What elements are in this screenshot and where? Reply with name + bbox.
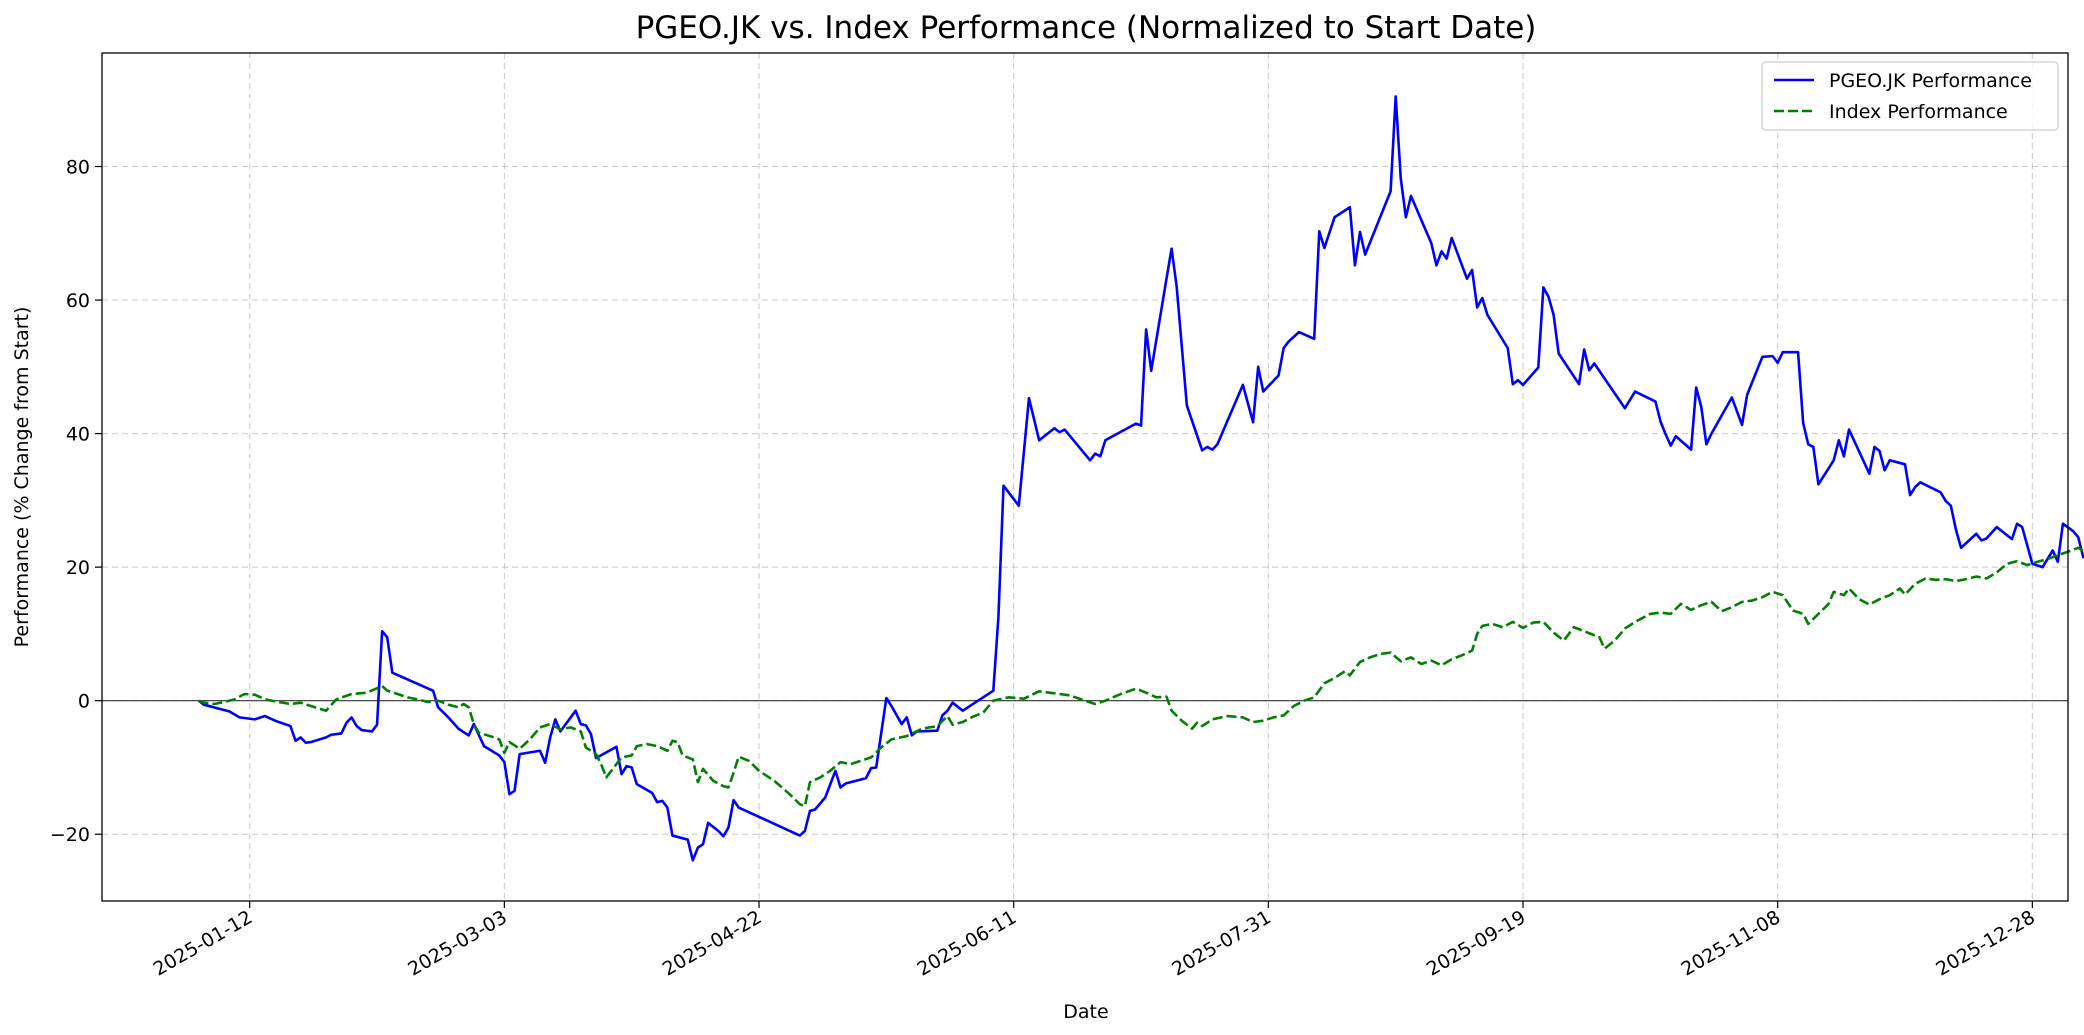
y-tick-label: 0 [78,691,90,713]
legend-label-index: Index Performance [1829,101,2008,123]
y-axis-label: Performance (% Change from Start) [11,307,33,648]
plot-area-frame [101,52,2069,902]
y-tick-label: 80 [66,157,90,179]
index-performance-line [198,546,2084,808]
y-tick-label: 40 [66,424,90,446]
y-tick-label: 20 [66,557,90,579]
legend: PGEO.JK Performance Index Performance [1761,61,2059,131]
legend-label-pgeo: PGEO.JK Performance [1829,70,2032,92]
pgeo-performance-line [197,95,2084,862]
x-axis-label: Date [1063,1001,1108,1023]
y-axis-ticks: −20 0 20 40 60 80 [50,157,102,846]
legend-box [1761,61,2059,131]
chart-title: PGEO.JK vs. Index Performance (Normalize… [636,10,1537,46]
y-tick-label: 60 [66,290,90,312]
y-tick-label: −20 [50,824,90,846]
series-layer [197,95,2084,862]
